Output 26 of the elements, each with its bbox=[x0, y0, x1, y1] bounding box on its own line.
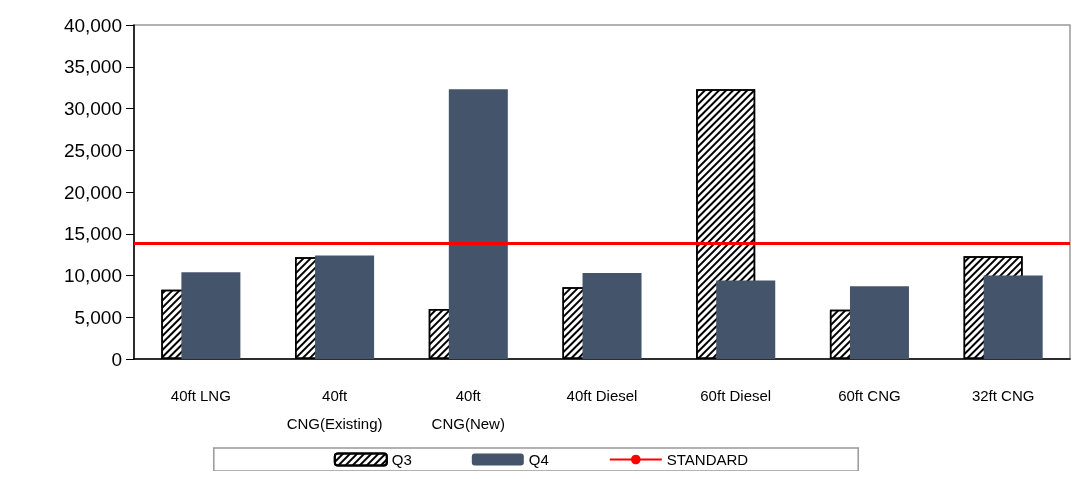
bar bbox=[448, 89, 508, 359]
legend-label: Q4 bbox=[528, 451, 549, 468]
y-tick-label: 35,000 bbox=[63, 56, 122, 78]
bar bbox=[181, 272, 241, 359]
y-tick-label: 10,000 bbox=[63, 265, 122, 286]
y-tick-label: 5,000 bbox=[74, 306, 122, 328]
bar bbox=[582, 273, 642, 359]
x-tick-label: 40ft CNG(New) bbox=[431, 386, 505, 432]
x-tick-label: 60ft Diesel bbox=[700, 386, 772, 404]
x-tick-label: 60ft CNG bbox=[838, 386, 901, 404]
x-tick-label: 32ft CNG bbox=[971, 386, 1035, 404]
x-tick-label: 40ft Diesel bbox=[566, 386, 638, 404]
legend-label: STANDARD bbox=[666, 451, 749, 468]
y-tick-label: 15,000 bbox=[63, 223, 122, 245]
bar bbox=[315, 255, 375, 359]
bar bbox=[716, 280, 776, 359]
legend-label: Q3 bbox=[391, 451, 412, 468]
y-tick-label: 20,000 bbox=[63, 181, 122, 203]
y-tick-label: 0 bbox=[111, 348, 122, 370]
y-tick-label: 25,000 bbox=[63, 139, 122, 161]
x-tick-label: 40ft CNG(Existing) bbox=[286, 386, 383, 432]
bar bbox=[983, 275, 1043, 359]
x-tick-label: 40ft LNG bbox=[170, 386, 231, 404]
y-tick-label: 30,000 bbox=[63, 98, 122, 119]
y-tick-label: 40,000 bbox=[63, 14, 122, 36]
bar bbox=[849, 286, 909, 359]
